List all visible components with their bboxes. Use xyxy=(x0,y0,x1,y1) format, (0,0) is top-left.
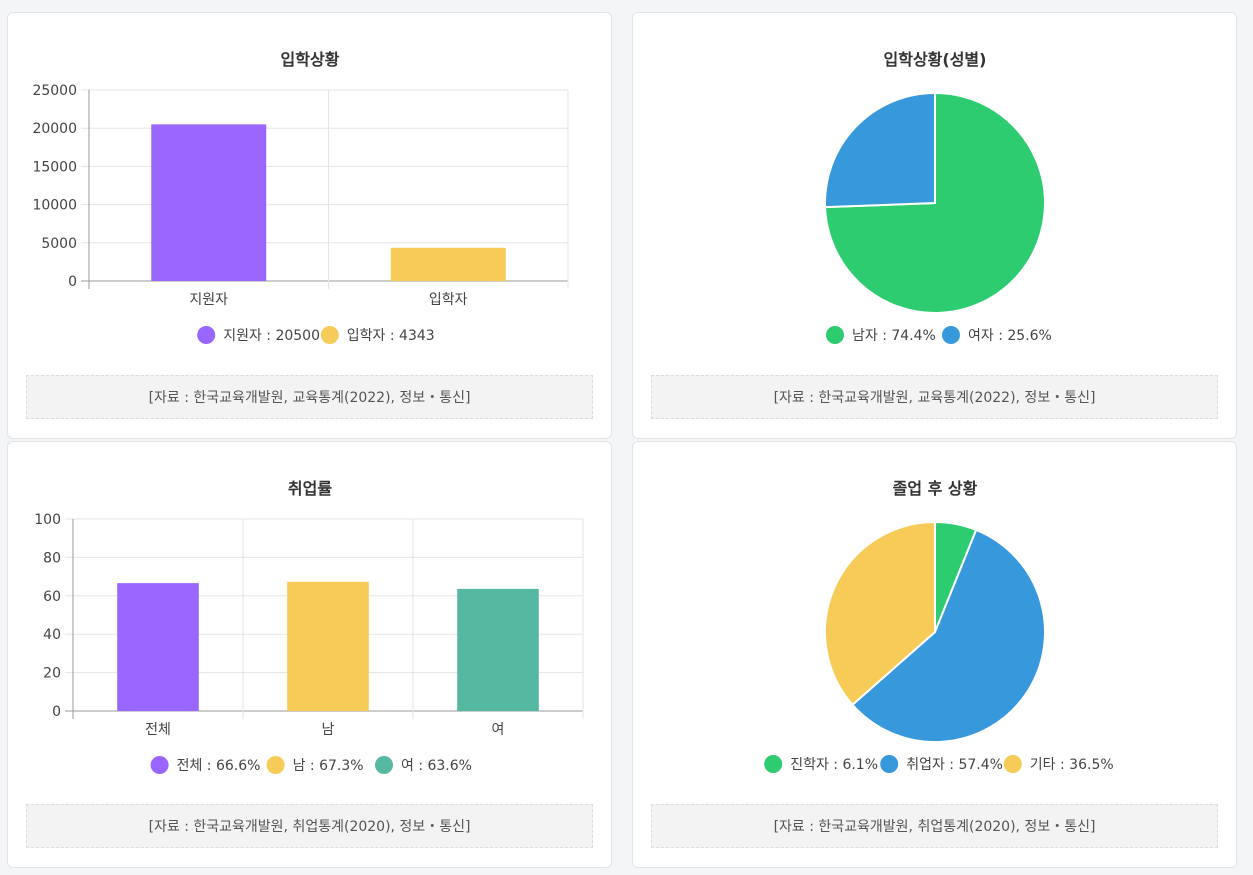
legend-item: 전체 : 66.6% xyxy=(150,756,261,774)
y-tick-label: 20000 xyxy=(32,121,77,137)
legend-label: 입학자 : 4343 xyxy=(347,328,435,344)
legend-label: 전체 : 66.6% xyxy=(177,758,261,774)
legend-label: 취업자 : 57.4% xyxy=(906,757,1003,773)
legend-label: 기타 : 36.5% xyxy=(1030,757,1114,773)
y-tick-label: 40 xyxy=(43,627,61,643)
legend-item: 남 : 67.3% xyxy=(266,756,364,774)
x-tick-label: 남 xyxy=(322,722,335,738)
legend-label: 지원자 : 20500 xyxy=(223,328,320,344)
legend-item: 진학자 : 6.1% xyxy=(764,755,878,773)
source-note: [자료 : 한국교육개발원, 취업통계(2020), 정보・통신] xyxy=(651,804,1218,848)
legend-swatch xyxy=(266,756,285,774)
bar-입학자 xyxy=(390,247,506,281)
legend-item: 입학자 : 4343 xyxy=(320,326,435,344)
gender-pie-chart: 입학상황(성별) 남자 : 74.4% 여자 : 25.6% xyxy=(824,50,1052,344)
legend-item: 취업자 : 57.4% xyxy=(880,755,1003,773)
pie-slice-여자 xyxy=(824,91,936,209)
legend-label: 남자 : 74.4% xyxy=(852,328,936,344)
bar-여 xyxy=(457,588,539,711)
legend-swatch xyxy=(375,756,393,774)
legend-label: 진학자 : 6.1% xyxy=(790,757,878,773)
pie-slice-기타 xyxy=(824,520,936,707)
legend-label: 남 : 67.3% xyxy=(293,758,364,774)
source-note: [자료 : 한국교육개발원, 교육통계(2022), 정보・통신] xyxy=(651,375,1218,419)
y-tick-label: 5000 xyxy=(41,236,77,252)
chart-title: 입학상황 xyxy=(281,50,340,69)
y-tick-label: 0 xyxy=(52,704,61,720)
legend-swatch xyxy=(320,326,339,344)
y-tick-label: 80 xyxy=(43,550,61,566)
legend-item: 지원자 : 20500 xyxy=(197,326,320,344)
x-tick-label: 여 xyxy=(492,722,505,738)
y-tick-label: 0 xyxy=(68,274,77,290)
legend-swatch xyxy=(764,755,783,773)
legend-item: 남자 : 74.4% xyxy=(826,326,936,344)
legend-swatch xyxy=(942,326,960,344)
legend-swatch xyxy=(197,326,216,344)
x-tick-label: 입학자 xyxy=(429,292,468,308)
legend-swatch xyxy=(150,756,169,774)
x-tick-label: 전체 xyxy=(145,722,171,738)
legend-swatch xyxy=(826,326,844,344)
y-tick-label: 20 xyxy=(43,666,61,682)
y-tick-label: 10000 xyxy=(32,198,77,214)
bar-전체 xyxy=(117,583,199,711)
y-tick-label: 100 xyxy=(34,512,61,528)
y-tick-label: 15000 xyxy=(32,159,77,175)
bar-지원자 xyxy=(151,124,267,281)
source-note: [자료 : 한국교육개발원, 교육통계(2022), 정보・통신] xyxy=(26,375,593,419)
chart-title: 졸업 후 상황 xyxy=(893,479,978,498)
pie-slice-취업자 xyxy=(851,528,1046,743)
source-note: [자료 : 한국교육개발원, 취업통계(2020), 정보・통신] xyxy=(26,804,593,848)
bar-남 xyxy=(287,581,369,711)
legend-swatch xyxy=(1003,755,1022,773)
legend-swatch xyxy=(880,755,899,773)
legend-item: 기타 : 36.5% xyxy=(1003,755,1114,773)
legend-label: 여자 : 25.6% xyxy=(968,328,1052,344)
x-tick-label: 지원자 xyxy=(189,292,228,308)
chart-title: 입학상황(성별) xyxy=(884,50,987,69)
legend-label: 여 : 63.6% xyxy=(401,758,472,774)
gender-chart-card: 입학상황(성별) 남자 : 74.4% 여자 : 25.6% [자료 : 한국교육개… xyxy=(632,12,1237,439)
legend-item: 여자 : 25.6% xyxy=(942,326,1052,344)
chart-title: 취업률 xyxy=(288,479,332,498)
y-tick-label: 60 xyxy=(43,589,61,605)
employment-bar-chart: 취업률 0 20 40 60 80 100 전체 남 여전체 : 66.6% 남 : 67.3% 여 … xyxy=(34,479,584,774)
legend-item: 여 : 63.6% xyxy=(375,756,472,774)
y-tick-label: 25000 xyxy=(32,83,77,99)
